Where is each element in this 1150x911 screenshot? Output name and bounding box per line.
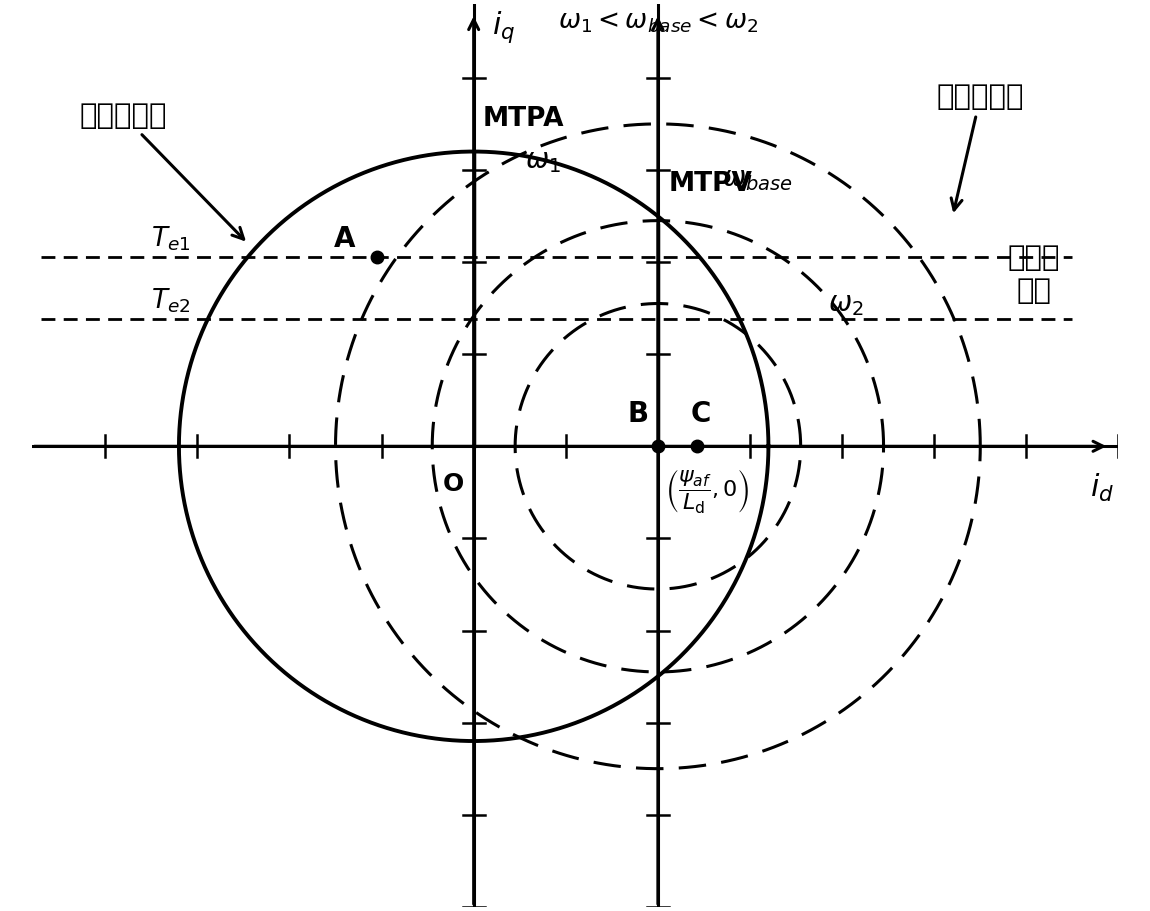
Text: 恒转矩
曲线: 恒转矩 曲线 — [1007, 244, 1060, 304]
Text: $i_q$: $i_q$ — [492, 9, 515, 45]
Text: $\omega_{base}$: $\omega_{base}$ — [722, 165, 794, 193]
Text: B: B — [627, 400, 649, 428]
Text: $\omega_1$: $\omega_1$ — [524, 147, 561, 175]
Text: $T_{e2}$: $T_{e2}$ — [152, 286, 191, 314]
Text: $i_d$: $i_d$ — [1090, 472, 1114, 504]
Text: $\left(\dfrac{\psi_{af}}{L_{\rm d}},0\right)$: $\left(\dfrac{\psi_{af}}{L_{\rm d}},0\ri… — [665, 466, 750, 515]
Text: O: O — [443, 472, 465, 496]
Text: MTPV: MTPV — [669, 170, 753, 197]
Text: 电压极限圆: 电压极限圆 — [936, 84, 1024, 210]
Text: $\omega_1 < \omega_{base} < \omega_2$: $\omega_1 < \omega_{base} < \omega_2$ — [558, 9, 758, 35]
Text: A: A — [334, 225, 355, 253]
Text: 电流极限圆: 电流极限圆 — [79, 102, 244, 240]
Text: MTPA: MTPA — [483, 107, 565, 132]
Text: $\omega_2$: $\omega_2$ — [828, 290, 864, 318]
Text: $T_{e1}$: $T_{e1}$ — [152, 224, 191, 253]
Text: C: C — [691, 400, 712, 428]
